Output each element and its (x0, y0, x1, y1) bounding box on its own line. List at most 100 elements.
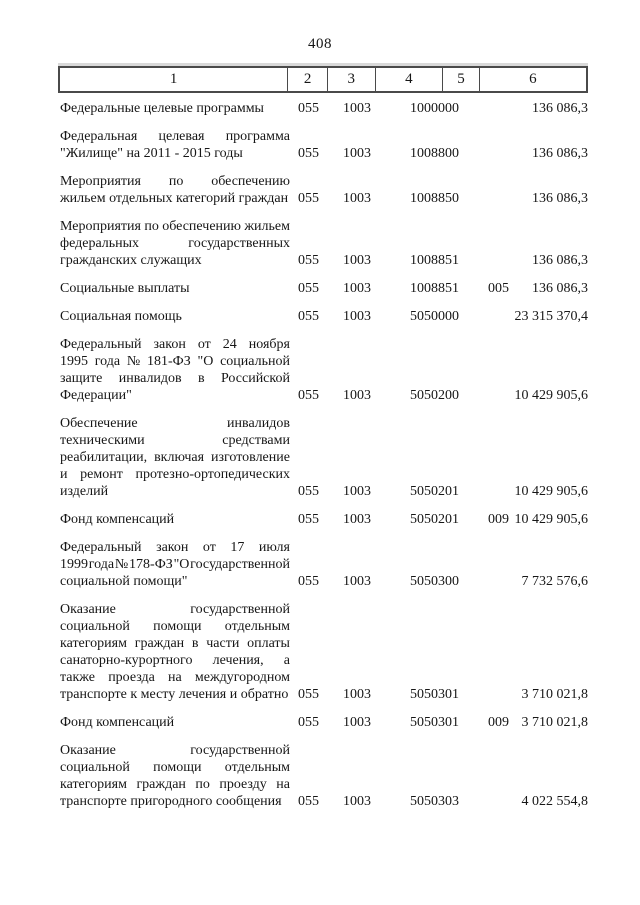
amount: 3 710 021,8 (521, 687, 589, 702)
amount: 7 732 576,6 (521, 574, 589, 589)
amount: 136 086,3 (532, 253, 588, 268)
row-name-line: 1995 года № 181-ФЗ "О социальной (60, 354, 290, 369)
col3-code: 1003 (343, 574, 371, 589)
col4-code: 5050201 (410, 512, 459, 527)
col4-code: 1008800 (410, 146, 459, 161)
table-row: Социальная помощь 055 1003 5050000 23 315 37… (58, 308, 588, 325)
col3-code: 1003 (343, 687, 371, 702)
column-header-3: 3 (326, 68, 375, 91)
row-name-line: федеральных государственных (60, 236, 290, 251)
col4-code: 5050201 (410, 484, 459, 499)
row-name: Обеспечение инвалидов техническими средства… (60, 415, 290, 500)
page-number: 408 (308, 36, 332, 52)
column-header-4: 4 (374, 68, 442, 91)
table-row: Обеспечение инвалидов техническими средства… (58, 415, 588, 500)
col2-code: 055 (298, 101, 319, 116)
column-header-2: 2 (287, 68, 327, 91)
row-name-line: "Жилище" на 2011 - 2015 годы (60, 146, 243, 161)
col3-code: 1003 (343, 715, 371, 730)
row-name-line: и ремонт протезно-ортопедических (60, 467, 290, 482)
row-name: Мероприятия по обеспечению жильем отдельных… (60, 173, 290, 207)
amount: 10 429 905,6 (514, 484, 589, 499)
col4-code: 5050000 (410, 309, 459, 324)
col4-code: 5050301 (410, 715, 459, 730)
row-name-line: также проезда на междугородном (60, 670, 290, 685)
table-row: Оказание государственной социальной помощи о… (58, 601, 588, 703)
col5-code: 009 (488, 512, 509, 527)
row-name: Федеральный закон от 24 ноября 1995 года № 181-Ф… (60, 336, 290, 404)
col4-code: 1008851 (410, 281, 459, 296)
row-name-line: реабилитации, включая изготовление (60, 450, 290, 465)
row-name: Социальные выплаты (60, 280, 290, 297)
amount: 136 086,3 (532, 146, 588, 161)
col3-code: 1003 (343, 253, 371, 268)
col2-code: 055 (298, 687, 319, 702)
col4-code: 1008850 (410, 191, 459, 206)
column-header-5: 5 (442, 68, 479, 91)
column-header-1: 1 (169, 71, 178, 87)
row-name-line: Мероприятия по обеспечению (60, 174, 290, 189)
row-name-line: защите инвалидов в Российской (60, 371, 290, 386)
row-name: Фонд компенсаций (60, 511, 290, 528)
row-name: Оказание государственной социальной помощи о… (60, 742, 290, 810)
amount: 4 022 554,8 (521, 794, 589, 809)
col3-code: 1003 (343, 309, 371, 324)
row-name-line: Федерации" (60, 388, 132, 403)
col3-code: 1003 (343, 191, 371, 206)
col2-code: 055 (298, 388, 319, 403)
row-name-line: Фонд компенсаций (60, 715, 175, 730)
col3-code: 1003 (343, 388, 371, 403)
col2-code: 055 (298, 281, 319, 296)
col4-code: 5050200 (410, 388, 459, 403)
row-name-line: изделий (60, 484, 109, 499)
row-name-line: Социальные выплаты (60, 281, 190, 296)
row-name-line: Социальная помощь (60, 309, 182, 324)
col4-code: 1000000 (410, 101, 459, 116)
table-row: Социальные выплаты 055 1003 1008851 005 136 0… (58, 280, 588, 297)
row-name-line: Мероприятия по обеспечению жильем (60, 219, 290, 234)
col5-code: 009 (488, 715, 509, 730)
row-name-line: санаторно-курортного лечения, а (60, 653, 290, 668)
table-row: Федеральная целевая программа "Жилище" на 2… (58, 128, 588, 162)
table-row: Мероприятия по обеспечению жильем федеральны… (58, 218, 588, 269)
row-name: Федеральная целевая программа "Жилище" на 2… (60, 128, 290, 162)
table-row: Федеральный закон от 17 июля 1999 года № 178-ФЗ "… (58, 539, 588, 590)
row-name-line: Оказание государственной (60, 602, 290, 617)
amount: 136 086,3 (532, 191, 588, 206)
amount: 3 710 021,8 (521, 715, 589, 730)
table-row: Фонд компенсаций 055 1003 5050201 009 10 429 … (58, 511, 588, 528)
row-name-line: категориям граждан по проезду на (60, 777, 290, 792)
col2-code: 055 (298, 794, 319, 809)
row-name-line: техническими средствами (60, 433, 290, 448)
col4-code: 5050301 (410, 687, 459, 702)
amount: 10 429 905,6 (514, 388, 589, 403)
row-name-line: транспорте пригородного сообщения (60, 794, 282, 809)
col3-code: 1003 (343, 146, 371, 161)
row-name: Социальная помощь (60, 308, 290, 325)
col3-code: 1003 (343, 512, 371, 527)
col2-code: 055 (298, 253, 319, 268)
row-name-line: социальной помощи отдельным (60, 619, 290, 634)
amount: 10 429 905,6 (514, 512, 589, 527)
row-name-line: транспорте к месту лечения и обратно (60, 687, 289, 702)
table-header-row: 1 2 3 4 5 6 (58, 66, 588, 93)
col3-code: 1003 (343, 281, 371, 296)
row-name: Фонд компенсаций (60, 714, 290, 731)
amount: 136 086,3 (532, 101, 588, 116)
column-header-6: 6 (478, 68, 586, 91)
col2-code: 055 (298, 191, 319, 206)
row-name-line: социальной помощи отдельным (60, 760, 290, 775)
table-row: Оказание государственной социальной помощи о… (58, 742, 588, 810)
row-name-line: Федеральный закон от 24 ноября (60, 337, 290, 352)
col5-code: 005 (488, 281, 509, 296)
amount: 23 315 370,4 (514, 309, 589, 324)
col2-code: 055 (298, 512, 319, 527)
col2-code: 055 (298, 484, 319, 499)
col3-code: 1003 (343, 794, 371, 809)
col2-code: 055 (298, 146, 319, 161)
row-name-line: 1999 года № 178-ФЗ "О государственной (60, 557, 290, 572)
budget-table: 1 2 3 4 5 6 Федеральные целевые программ… (58, 66, 588, 821)
row-name-line: жильем отдельных категорий граждан (60, 191, 289, 206)
row-name-line: социальной помощи" (60, 574, 188, 589)
